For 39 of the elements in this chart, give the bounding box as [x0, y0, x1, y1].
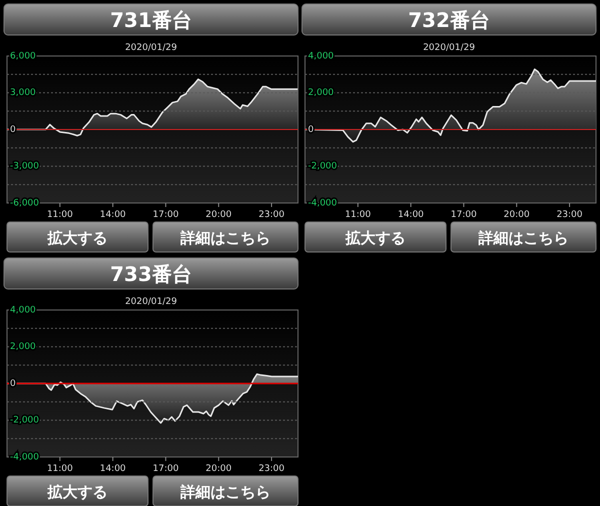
chart-title: 733番台 — [110, 262, 192, 286]
text: 詳細はこちら — [478, 229, 568, 247]
x-tick-label: 14:00 — [398, 210, 424, 220]
x-tick-label: 20:00 — [504, 210, 530, 220]
text: 拡大する — [46, 483, 108, 501]
y-tick-label: -2,000 — [308, 162, 338, 172]
x-tick-label: 20:00 — [206, 210, 232, 220]
y-tick-label: -3,000 — [10, 162, 40, 172]
y-tick-label: -2,000 — [10, 416, 40, 426]
y-tick-label: 2,000 — [308, 88, 334, 98]
text: 拡大する — [344, 229, 406, 247]
x-tick-label: 23:00 — [258, 464, 285, 474]
y-tick-label: 6,000 — [10, 51, 36, 62]
x-tick-label: 17:00 — [152, 464, 179, 474]
text: 詳細はこちら — [180, 229, 270, 247]
x-tick-label: 20:00 — [206, 464, 232, 474]
chart-title: 732番台 — [408, 8, 490, 32]
y-tick-label: -4,000 — [10, 452, 40, 462]
x-tick-label: 17:00 — [450, 210, 477, 220]
chart-subtitle: 2020/01/29 — [125, 43, 178, 53]
x-tick-label: 17:00 — [152, 210, 179, 220]
x-tick-label: 23:00 — [258, 210, 285, 220]
chart-subtitle: 2020/01/29 — [125, 297, 178, 307]
y-tick-label: -4,000 — [308, 198, 338, 208]
x-tick-label: 23:00 — [556, 210, 583, 220]
text: 詳細はこちら — [180, 483, 270, 501]
chart-subtitle: 2020/01/29 — [423, 43, 476, 53]
y-tick-label: -6,000 — [10, 198, 40, 208]
chart-title: 731番台 — [110, 8, 192, 32]
x-tick-label: 11:00 — [46, 464, 74, 474]
y-tick-label: 3,000 — [10, 88, 36, 98]
y-tick-label: 4,000 — [308, 51, 334, 62]
x-tick-label: 11:00 — [344, 210, 372, 220]
text: 拡大する — [46, 229, 108, 247]
y-tick-label: 4,000 — [10, 305, 36, 316]
x-tick-label: 14:00 — [100, 464, 126, 474]
y-tick-label: 2,000 — [10, 342, 36, 352]
x-tick-label: 14:00 — [100, 210, 126, 220]
x-tick-label: 11:00 — [46, 210, 74, 220]
